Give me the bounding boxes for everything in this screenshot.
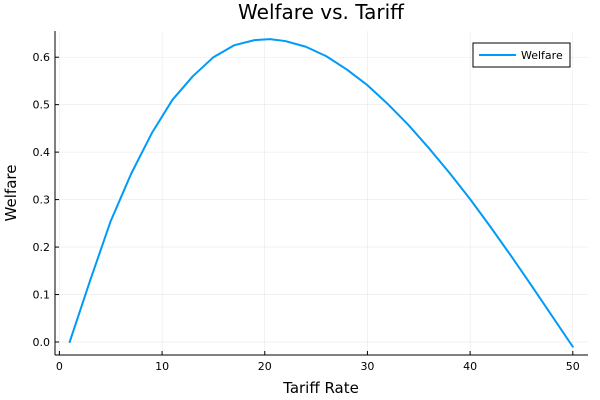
series-layer <box>68 38 574 348</box>
y-tick-label: 0.3 <box>33 194 51 207</box>
x-tick-label: 0 <box>56 360 63 373</box>
x-tick-label: 30 <box>360 360 374 373</box>
y-tick-label: 0.0 <box>33 336 51 349</box>
y-tick-label: 0.4 <box>33 146 51 159</box>
y-tick-label: 0.1 <box>33 289 51 302</box>
x-tick-label: 40 <box>463 360 477 373</box>
legend: Welfare <box>472 42 571 68</box>
series-line-welfare <box>68 38 574 348</box>
y-axis-label: Welfare <box>2 165 20 222</box>
legend-label: Welfare <box>521 49 563 62</box>
ticks: 0 10 20 30 40 50 0.0 0.1 0.2 0.3 0.4 0.5 0.6 <box>33 51 580 373</box>
grid <box>55 31 588 355</box>
x-tick-label: 10 <box>155 360 169 373</box>
x-tick-label: 50 <box>566 360 580 373</box>
legend-box <box>472 42 571 68</box>
y-tick-label: 0.5 <box>33 99 51 112</box>
x-tick-label: 20 <box>258 360 272 373</box>
y-tick-label: 0.2 <box>33 241 51 254</box>
x-axis-label: Tariff Rate <box>282 379 359 397</box>
chart-title: Welfare vs. Tariff <box>238 0 405 24</box>
axes <box>54 31 588 356</box>
y-tick-label: 0.6 <box>33 51 51 64</box>
